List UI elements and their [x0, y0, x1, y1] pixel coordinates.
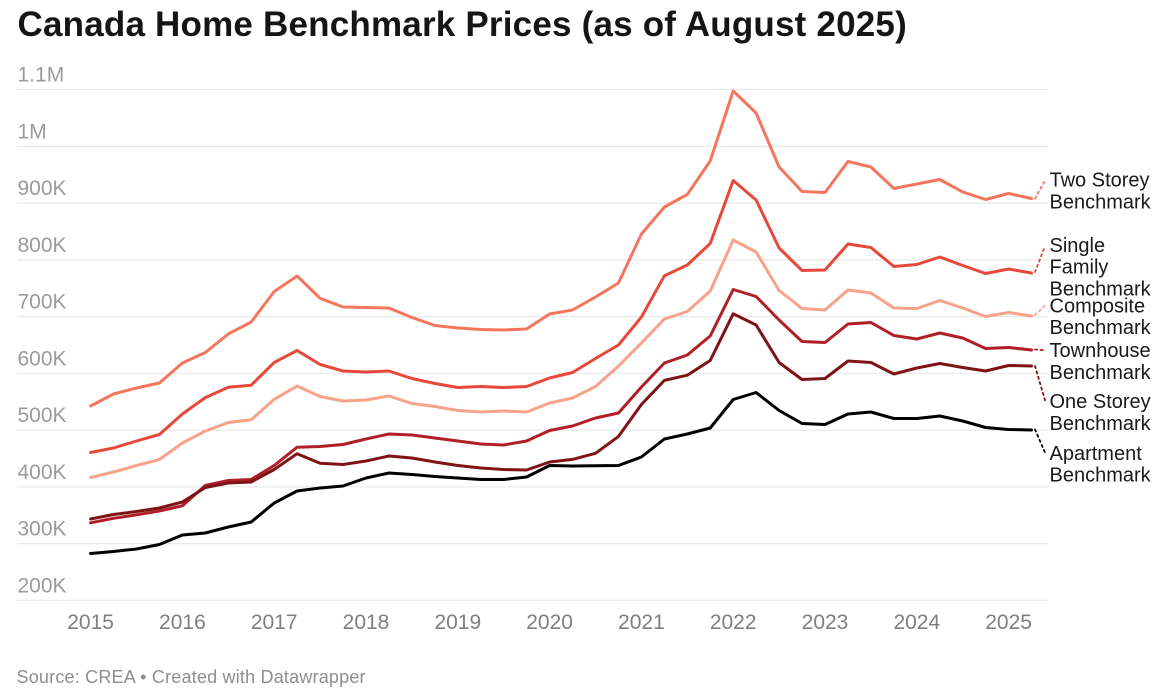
- svg-text:Single: Single: [1050, 235, 1106, 257]
- svg-text:2017: 2017: [251, 611, 298, 634]
- svg-text:Benchmark: Benchmark: [1050, 362, 1152, 384]
- svg-text:2018: 2018: [343, 611, 390, 634]
- svg-text:Composite: Composite: [1050, 295, 1146, 317]
- svg-text:Benchmark: Benchmark: [1050, 279, 1152, 301]
- svg-text:Benchmark: Benchmark: [1050, 317, 1152, 339]
- svg-text:2021: 2021: [618, 611, 665, 634]
- svg-text:600K: 600K: [18, 347, 67, 370]
- svg-text:2016: 2016: [159, 611, 206, 634]
- svg-text:2024: 2024: [893, 611, 940, 634]
- svg-text:Apartment: Apartment: [1050, 443, 1143, 465]
- svg-text:Source: CREA • Created with Da: Source: CREA • Created with Datawrapper: [17, 667, 366, 687]
- svg-text:500K: 500K: [18, 404, 67, 427]
- svg-text:400K: 400K: [18, 461, 67, 484]
- svg-text:800K: 800K: [18, 234, 67, 257]
- svg-text:1M: 1M: [18, 120, 47, 143]
- svg-text:1.1M: 1.1M: [18, 64, 65, 87]
- svg-text:Benchmark: Benchmark: [1050, 465, 1152, 487]
- svg-text:Benchmark: Benchmark: [1050, 413, 1152, 435]
- svg-text:900K: 900K: [18, 177, 67, 200]
- svg-text:2020: 2020: [526, 611, 573, 634]
- svg-text:2025: 2025: [985, 611, 1032, 634]
- svg-text:2015: 2015: [67, 611, 114, 634]
- svg-text:Benchmark: Benchmark: [1050, 192, 1152, 214]
- svg-text:2022: 2022: [710, 611, 757, 634]
- svg-text:2019: 2019: [434, 611, 481, 634]
- svg-text:2023: 2023: [802, 611, 849, 634]
- svg-text:One Storey: One Storey: [1050, 391, 1151, 413]
- svg-text:200K: 200K: [18, 574, 67, 597]
- svg-text:Townhouse: Townhouse: [1050, 340, 1151, 362]
- svg-text:300K: 300K: [18, 518, 67, 541]
- svg-text:Family: Family: [1050, 257, 1109, 279]
- svg-text:Canada Home Benchmark Prices (: Canada Home Benchmark Prices (as of Augu…: [18, 5, 907, 44]
- svg-text:700K: 700K: [18, 291, 67, 314]
- svg-text:Two Storey: Two Storey: [1050, 170, 1150, 192]
